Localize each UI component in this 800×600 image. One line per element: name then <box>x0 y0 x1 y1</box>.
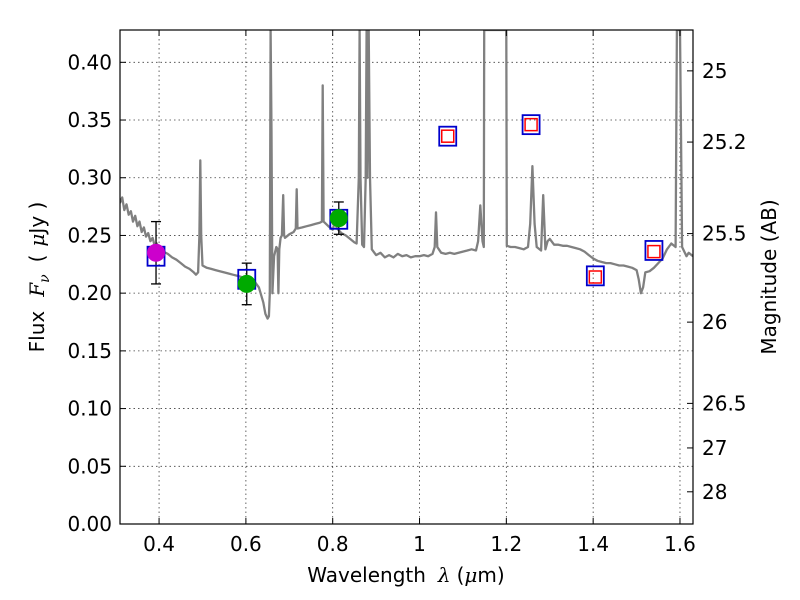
y-tick-label: 0.20 <box>67 281 112 305</box>
y-axis-label-unit: Jy ) <box>25 202 49 236</box>
right-tick-label: 26 <box>702 310 727 334</box>
y-tick-label: 0.40 <box>67 50 112 74</box>
axis-ticks: 0.4 0.6 0.8 1 1.2 1.4 1.6 0.00 0.05 0.10 0.15 0.20 0… <box>67 30 747 556</box>
y-axis-label-open: ( <box>25 255 49 263</box>
right-tick-label: 28 <box>702 480 727 504</box>
plot-frame <box>119 29 694 525</box>
x-axis-label: Wavelength λ (μm) <box>307 563 504 587</box>
photometry-layer <box>146 114 664 306</box>
right-tick-label: 25.5 <box>702 222 747 246</box>
upper-limit-marker <box>524 117 538 132</box>
model-photometry-box <box>438 125 458 147</box>
x-tick-label: 1.2 <box>490 532 522 556</box>
x-axis-label-open: ( <box>457 563 465 587</box>
x-tick-label: 0.4 <box>143 532 175 556</box>
x-tick-label: 1.4 <box>577 532 609 556</box>
right-tick-label: 27 <box>702 436 727 460</box>
x-tick-label: 0.8 <box>317 532 349 556</box>
y-tick-label: 0.05 <box>67 454 112 478</box>
y-tick-label: 0.25 <box>67 223 112 247</box>
x-tick-label: 1.6 <box>664 532 696 556</box>
upper-limit-marker <box>588 270 603 284</box>
y-tick-label: 0.00 <box>67 512 112 536</box>
right-tick-label: 25.2 <box>702 130 747 154</box>
y-tick-label: 0.35 <box>67 108 112 132</box>
y-tick-label: 0.10 <box>67 397 112 421</box>
x-tick-label: 1 <box>413 532 426 556</box>
y-tick-label: 0.15 <box>67 339 112 363</box>
x-axis-label-mu: μ <box>464 563 477 587</box>
y-axis-label: Flux Fν ( μJy ) <box>25 202 53 353</box>
y-tick-label: 0.30 <box>67 166 112 190</box>
y-axis-label-subscript: ν <box>37 274 53 283</box>
model-spectrum-layer <box>120 30 693 320</box>
right-tick-label: 25 <box>702 59 727 83</box>
x-tick-label: 0.6 <box>230 532 262 556</box>
model-spectrum-line <box>120 30 693 320</box>
x-axis-label-unit: m) <box>477 563 504 587</box>
upper-limit-marker <box>440 129 455 143</box>
observed-flux-point <box>147 243 166 262</box>
right-tick-label: 26.5 <box>702 391 747 415</box>
right-axis-label: Magnitude (AB) <box>757 199 781 354</box>
y-axis-label-prefix: Flux <box>25 311 49 353</box>
observed-flux-point <box>237 274 256 293</box>
y-axis-label-mu: μ <box>25 234 49 247</box>
observed-flux-point <box>329 209 348 228</box>
model-photometry-box <box>521 114 541 136</box>
model-photometry-box <box>644 240 664 261</box>
model-photometry-box <box>585 265 605 287</box>
x-axis-label-symbol: λ <box>437 563 451 587</box>
y-axis-label-symbol: F <box>25 282 49 298</box>
upper-limit-marker <box>647 244 661 259</box>
x-axis-label-prefix: Wavelength <box>307 563 426 587</box>
